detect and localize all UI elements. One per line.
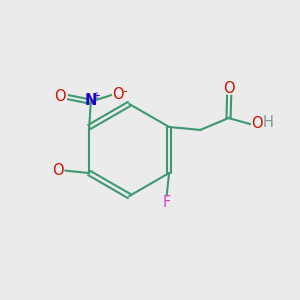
Text: O: O [223, 81, 235, 96]
Text: O: O [252, 116, 263, 131]
Text: +: + [92, 91, 100, 101]
Text: H: H [263, 115, 274, 130]
Text: -: - [122, 85, 127, 98]
Text: F: F [163, 195, 171, 210]
Text: N: N [85, 93, 97, 108]
Text: O: O [112, 87, 124, 102]
Text: O: O [52, 163, 64, 178]
Text: O: O [54, 89, 66, 104]
